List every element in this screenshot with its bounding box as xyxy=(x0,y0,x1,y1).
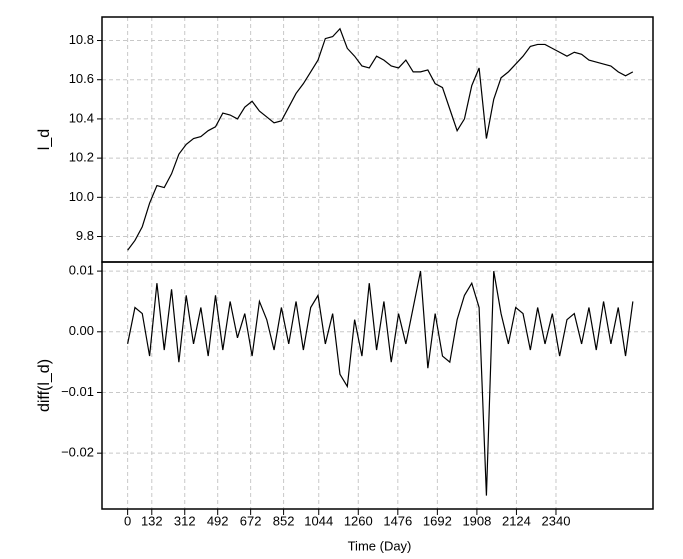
y-tick-label: 10.4 xyxy=(69,110,94,125)
y-axis-label: l_d xyxy=(36,129,53,150)
x-tick-label: 1692 xyxy=(423,513,452,528)
x-tick-label: 132 xyxy=(141,513,163,528)
data-line xyxy=(127,270,634,496)
y-tick-label: 10.8 xyxy=(69,32,94,47)
x-tick-label: 2340 xyxy=(542,513,571,528)
y-tick-label: −0.02 xyxy=(61,445,94,460)
x-tick-label: 672 xyxy=(240,513,262,528)
x-tick-label: 1044 xyxy=(304,513,333,528)
y-tick-label: 10.0 xyxy=(69,189,94,204)
panel-frame xyxy=(101,261,654,510)
x-tick-label: 1476 xyxy=(383,513,412,528)
x-axis-label: Time (Day) xyxy=(348,538,412,553)
data-line xyxy=(127,27,634,251)
x-tick-label: 852 xyxy=(273,513,295,528)
x-tick-label: 2124 xyxy=(502,513,531,528)
y-tick-label: 9.8 xyxy=(76,228,94,243)
x-tick-label: 0 xyxy=(124,513,131,528)
x-tick-label: 1908 xyxy=(462,513,491,528)
x-tick-label: 1260 xyxy=(344,513,373,528)
y-tick-label: 0.01 xyxy=(69,263,94,278)
y-axis-label: diff(l_d) xyxy=(36,359,53,412)
y-tick-label: 10.2 xyxy=(69,150,94,165)
y-tick-label: 10.6 xyxy=(69,71,94,86)
y-tick-label: −0.01 xyxy=(61,384,94,399)
y-tick-label: 0.00 xyxy=(69,323,94,338)
x-tick-label: 312 xyxy=(174,513,196,528)
x-tick-label: 492 xyxy=(207,513,229,528)
